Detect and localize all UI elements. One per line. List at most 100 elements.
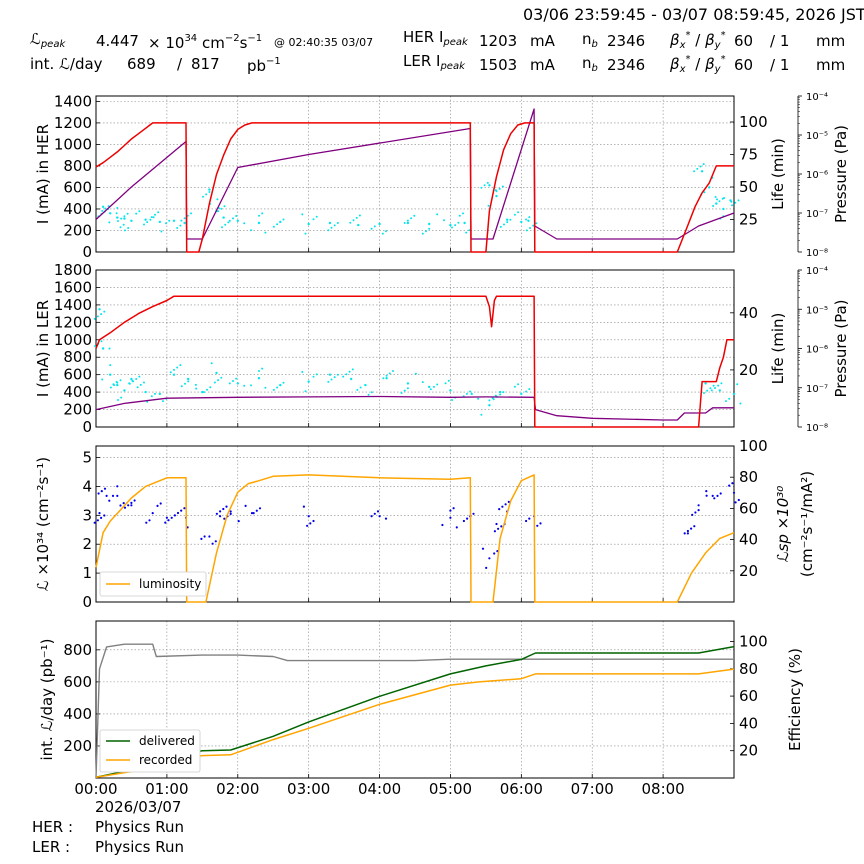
her-lifetime-point-jitter	[352, 219, 355, 222]
y2-tick-label-3: 80	[739, 660, 758, 678]
pressure-tick-label-1: 10⁻⁷	[806, 209, 828, 220]
ler-lifetime-point-6	[144, 390, 147, 394]
ler-lifetime-point-jitter	[499, 393, 502, 396]
y-tick-label-0: 0	[82, 593, 92, 611]
her-lifetime-point-5	[144, 218, 147, 221]
her-lifetime-point-jitter	[176, 227, 179, 229]
her-lifetime-point-jitter	[693, 170, 696, 173]
her-lifetime-point-jitter	[154, 213, 156, 216]
specific-luminosity-point-jitter	[119, 504, 122, 507]
her-lifetime-point-jitter	[506, 221, 509, 224]
her-lifetime-point-jitter	[117, 220, 119, 222]
footer-date: 2026/03/07	[95, 798, 182, 816]
her-lifetime-point-jitter	[525, 218, 528, 221]
her-lifetime-point-jitter	[183, 217, 186, 220]
her-ipeak-unit: mA	[530, 32, 555, 50]
ler-lifetime-point-jitter	[210, 362, 213, 365]
specific-luminosity-point-jitter	[200, 537, 203, 541]
her-lifetime-point-jitter	[276, 223, 279, 226]
ler-lifetime-point-jitter	[703, 392, 705, 394]
specific-luminosity-point-jitter	[176, 511, 180, 515]
y2-tick-label-4: 100	[739, 437, 768, 455]
specific-luminosity-point-jitter	[97, 492, 100, 495]
ler-lifetime-point-jitter	[194, 383, 197, 386]
ler-lifetime-point-jitter	[113, 384, 116, 387]
ler-lifetime-point-jitter	[717, 384, 720, 387]
ler-lifetime-point-jitter	[385, 374, 388, 377]
her-lifetime-point-jitter	[385, 230, 387, 233]
ler-lifetime-point-jitter	[228, 382, 231, 385]
her-lifetime-point-jitter	[428, 227, 431, 230]
ler-lifetime-point-15	[307, 380, 310, 383]
specific-luminosity-point-jitter	[258, 507, 262, 510]
her-lifetime-point-jitter	[115, 212, 118, 215]
specific-luminosity-point-jitter	[148, 519, 151, 522]
her-lifetime-point-jitter	[312, 218, 315, 221]
ler-lifetime-point-3	[116, 383, 119, 387]
ler-lifetime-point-jitter	[93, 317, 96, 320]
x-tick-label-2: 02:00	[216, 780, 259, 798]
her-lifetime-point-31	[722, 207, 725, 211]
specific-luminosity-point-jitter	[173, 514, 176, 517]
panel-luminosity: 0 1 2 3 4 5 ℒ ×10³⁴ (cm⁻²s⁻¹) 20 40 60 80 100 ℒsp ×1…	[34, 437, 816, 611]
y2-tick-label-3: 100	[739, 113, 768, 131]
efficiency-line	[95, 643, 734, 779]
her-lifetime-point-jitter	[715, 202, 718, 205]
ler-lifetime-point-jitter	[117, 399, 119, 401]
ler-nb-n: n	[582, 54, 592, 72]
ler-lifetime-point-jitter	[477, 397, 480, 400]
her-lifetime-point-jitter	[304, 232, 307, 235]
time-range: 03/06 23:59:45 - 03/07 08:59:45, 2026 JS…	[523, 5, 864, 24]
ler-current-line	[95, 295, 734, 428]
specific-luminosity-point-jitter	[252, 511, 255, 515]
her-lifetime-point-jitter	[410, 217, 413, 220]
specific-luminosity-point-1	[105, 494, 108, 497]
ler-lifetime-point-jitter	[728, 397, 731, 400]
pressure-tick-label-2: 10⁻⁶	[806, 345, 828, 356]
her-lifetime-point-jitter	[205, 193, 208, 196]
specific-luminosity-point-11	[307, 515, 310, 518]
specific-luminosity-point-jitter	[215, 512, 218, 515]
ler-beta-y-value: / 1	[770, 56, 790, 74]
her-lifetime-point-jitter	[486, 181, 489, 184]
ler-lifetime-point-jitter	[217, 379, 220, 382]
her-nb-value: 2346	[607, 32, 646, 50]
specific-luminosity-point-jitter	[737, 498, 740, 502]
her-lifetime-point-jitter	[483, 184, 486, 187]
her-lifetime-point-jitter	[436, 213, 439, 216]
ler-nb-sub: b	[591, 63, 598, 74]
ler-lifetime-point-jitter	[184, 382, 186, 385]
ler-lifetime-point-jitter	[528, 388, 531, 391]
her-ipeak-label: HER Ipeak	[403, 28, 468, 52]
intl-unit-exp: −1	[266, 56, 281, 67]
her-lifetime-point-jitter	[179, 224, 182, 227]
y2-tick-label-0: 20	[739, 361, 758, 379]
specific-luminosity-point-jitter	[734, 501, 737, 504]
ler-lifetime-point-23	[470, 392, 473, 396]
ler-lifetime-point-jitter	[154, 392, 156, 395]
her-lifetime-point-jitter	[180, 219, 183, 222]
ler-beta-x-star: *	[685, 54, 691, 65]
her-lifetime-point-jitter	[168, 219, 171, 222]
her-lifetime-point-16	[328, 221, 332, 225]
her-lifetime-point-1	[109, 212, 112, 215]
lsp-unit-label: (cm⁻²s⁻¹/mA²)	[798, 471, 816, 577]
ler-lifetime-point-jitter	[220, 376, 223, 379]
her-pressure-line	[95, 108, 735, 240]
specific-luminosity-point-7	[208, 535, 211, 538]
her-lifetime-point-jitter	[261, 212, 264, 215]
her-lifetime-point-jitter	[413, 214, 416, 217]
footer-her-label: HER :	[32, 818, 74, 836]
y-tick-label-5: 5	[82, 449, 92, 467]
ler-lifetime-point-jitter	[100, 313, 103, 316]
her-lifetime-point-jitter	[123, 215, 126, 218]
ler-beta-y-star: *	[720, 54, 726, 65]
ler-lifetime-point-8	[172, 373, 176, 376]
ler-lifetime-point-9	[187, 377, 190, 381]
specific-luminosity-point-jitter	[123, 506, 127, 509]
her-lifetime-point-jitter	[250, 229, 252, 232]
luminosity-legend: luminosity	[99, 571, 207, 597]
x-tick-label-6: 06:00	[500, 780, 543, 798]
specific-luminosity-point-jitter	[690, 527, 693, 530]
her-lifetime-point-jitter	[696, 167, 699, 170]
